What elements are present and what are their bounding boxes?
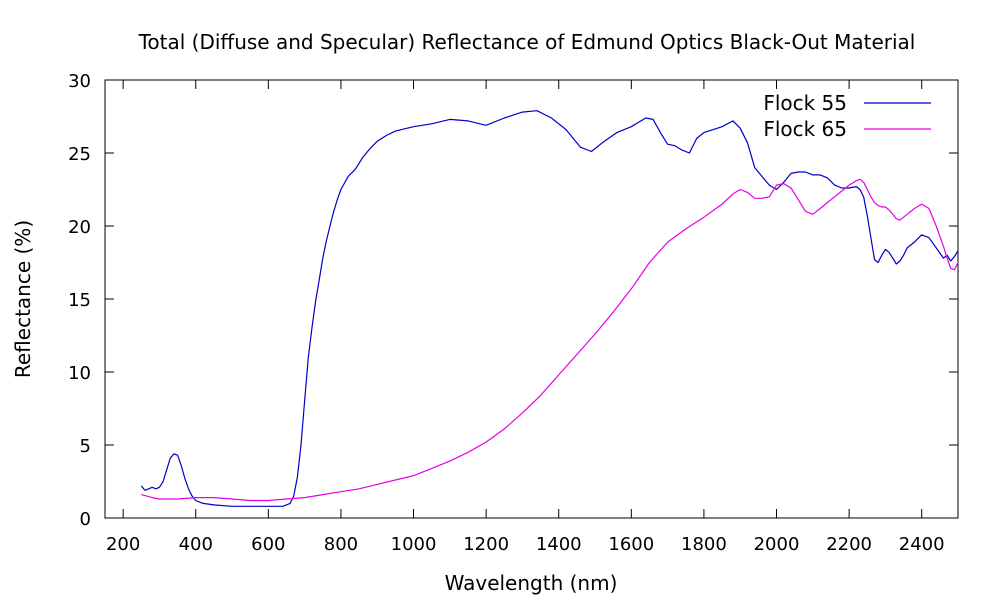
series-layer (140, 110, 959, 507)
plot-frame (104, 79, 959, 519)
y-tick-label: 25 (68, 144, 91, 165)
legend-label: Flock 55 (763, 91, 847, 115)
x-tick-label: 200 (106, 534, 140, 555)
y-tick-label: 0 (80, 509, 91, 530)
y-axis-label: Reflectance (%) (11, 220, 35, 378)
x-tick-label: 1000 (391, 534, 437, 555)
x-tick-label: 800 (324, 534, 358, 555)
x-tick-label: 600 (251, 534, 285, 555)
x-tick-label: 2000 (754, 534, 800, 555)
axis-ticks (105, 79, 958, 519)
x-axis-label: Wavelength (nm) (445, 571, 618, 595)
x-tick-label: 1600 (608, 534, 654, 555)
chart-title: Total (Diffuse and Specular) Reflectance… (138, 30, 916, 54)
y-tick-label: 10 (68, 363, 91, 384)
x-tick-label: 400 (179, 534, 213, 555)
x-tick-label: 2200 (826, 534, 872, 555)
x-tick-label: 1400 (536, 534, 582, 555)
x-tick-label: 1800 (681, 534, 727, 555)
series-line-flock-55 (140, 110, 959, 507)
y-tick-label: 20 (68, 217, 91, 238)
y-tick-label: 30 (68, 71, 91, 92)
x-tick-label: 1200 (463, 534, 509, 555)
y-tick-label: 5 (80, 436, 91, 457)
series-line-flock-65 (141, 178, 959, 502)
y-tick-label: 15 (68, 290, 91, 311)
axis-tick-labels: 200 400 600 800 1000 1200 1400 1600 1800 2000 2200… (68, 71, 945, 555)
x-tick-label: 2400 (899, 534, 945, 555)
legend-label: Flock 65 (763, 117, 847, 141)
